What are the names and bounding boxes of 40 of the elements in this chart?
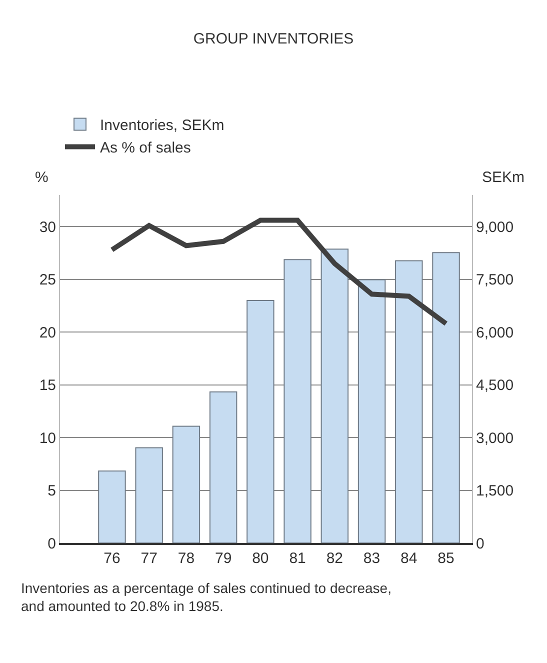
y2-tick-label: 4,500	[476, 377, 514, 394]
y-tick-label: 15	[39, 377, 56, 394]
y2-axis-title: SEKm	[482, 169, 525, 186]
y2-tick-label: 7,500	[476, 272, 514, 289]
text: Inventories as a percentage of sales continued to decrease, and amounted to 20.8% in 1985.	[21, 580, 392, 614]
y-tick-label: 25	[39, 272, 56, 289]
y2-tick-label: 1,500	[476, 482, 514, 500]
y2-tick-label: 0	[476, 535, 484, 552]
x-tick-label: 79	[214, 550, 232, 567]
x-tick-label: 78	[178, 550, 195, 567]
bar	[320, 248, 349, 543]
bar	[172, 426, 200, 543]
legend-label: As % of sales	[100, 140, 191, 157]
y2-tick-label: 9,000	[476, 218, 514, 236]
bar	[284, 259, 312, 543]
x-tick-label: 82	[326, 550, 344, 567]
y-axis-title: %	[35, 169, 48, 186]
bar	[246, 300, 274, 543]
bar	[432, 252, 460, 543]
x-tick-label: 77	[140, 550, 158, 567]
y-tick-label: 20	[39, 324, 56, 342]
y-tick-label: 30	[39, 218, 56, 236]
x-tick-label: 85	[438, 550, 454, 567]
legend-label: Inventories, SEKm	[100, 117, 224, 134]
x-tick-label: 83	[363, 550, 380, 567]
bar	[395, 260, 423, 543]
y2-tick-label: 3,000	[476, 430, 514, 447]
bar	[358, 279, 386, 543]
bar	[98, 470, 126, 543]
bar	[209, 391, 238, 543]
y2-tick-label: 6,000	[476, 324, 514, 342]
x-tick-label: 84	[400, 550, 418, 567]
y-tick-label: 5	[48, 482, 56, 500]
x-tick-label: 81	[289, 550, 306, 567]
chart-title: GROUP INVENTORIES	[193, 30, 354, 48]
y-tick-label: 0	[48, 535, 56, 552]
bar	[135, 447, 163, 543]
x-tick-label: 76	[104, 550, 120, 567]
y-tick-label: 10	[39, 430, 56, 447]
x-tick-label: 80	[252, 550, 269, 567]
